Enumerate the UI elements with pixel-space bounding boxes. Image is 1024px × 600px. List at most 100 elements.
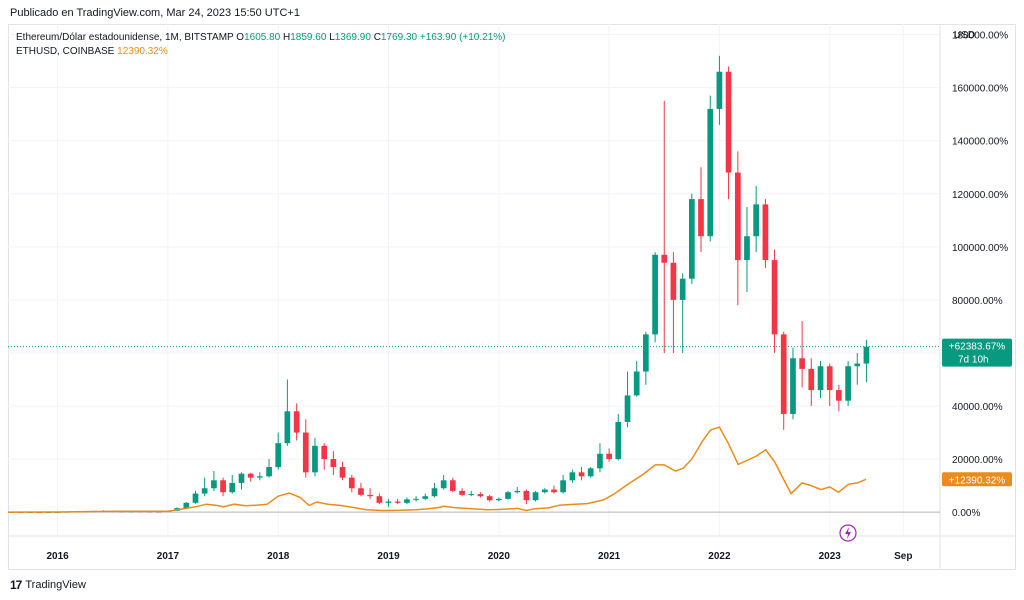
candle-body	[523, 490, 530, 501]
candle-body	[413, 498, 419, 500]
candle-body	[541, 489, 548, 493]
y-tick-label: 180000.00%	[952, 31, 1008, 42]
lightning-icon	[845, 527, 851, 539]
candle-body	[348, 477, 355, 489]
open-value: 1605.80	[244, 32, 281, 43]
main-series-legend: Ethereum/Dólar estadounidense, 1M, BITST…	[16, 31, 505, 45]
candle-body	[183, 502, 190, 509]
candle-body	[560, 480, 566, 493]
candle-body	[753, 204, 759, 237]
chart-frame[interactable]	[8, 24, 1016, 570]
high-label: H	[283, 32, 291, 43]
compare-price-label: +12390.32%	[949, 475, 1006, 486]
candle-body	[569, 472, 576, 481]
candle-body	[247, 473, 254, 478]
candle-body	[790, 358, 796, 414]
compare-series-legend: ETHUSD, COINBASE 12390.32%	[16, 45, 505, 59]
candle-body	[330, 459, 337, 468]
x-tick-label: Sep	[894, 551, 912, 562]
candle-body	[385, 501, 392, 503]
candle-body	[468, 494, 475, 496]
candle-body	[312, 445, 318, 473]
candle-body	[771, 260, 778, 335]
candle-body	[624, 395, 631, 422]
y-tick-label: 40000.00%	[952, 402, 1003, 413]
high-value: 1859.60	[290, 32, 327, 43]
candle-body	[514, 490, 521, 493]
x-tick-label: 2021	[598, 551, 621, 562]
compare-series-line	[7, 426, 867, 513]
candle-body	[256, 476, 263, 478]
candle-body	[284, 411, 291, 444]
x-tick-label: 2022	[708, 551, 731, 562]
candle-body	[799, 358, 805, 369]
candle-body	[826, 366, 833, 391]
candle-body	[440, 480, 447, 489]
close-value: 1769.30	[380, 32, 418, 43]
y-tick-label: 20000.00%	[952, 455, 1003, 466]
candle-body	[293, 411, 300, 433]
candle-body	[229, 482, 236, 493]
open-label: O	[236, 32, 245, 43]
candle-body	[725, 71, 732, 173]
candle-body	[302, 432, 309, 473]
candle-body	[744, 236, 750, 261]
candle-body	[615, 421, 622, 460]
y-tick-label: 0.00%	[952, 508, 980, 519]
candle-body	[642, 334, 649, 372]
candle-body	[716, 71, 723, 109]
candle-body	[321, 445, 328, 460]
symbol-description: Ethereum/Dólar estadounidense, 1M, BITST…	[16, 32, 234, 43]
x-tick-label: 2020	[488, 551, 511, 562]
candle-body	[808, 368, 815, 391]
close-label: C	[373, 32, 381, 43]
candle-body	[670, 262, 677, 300]
y-tick-label: 100000.00%	[952, 243, 1008, 254]
candle-body	[606, 453, 612, 460]
x-tick-label: 2016	[47, 551, 70, 562]
candle-body	[845, 366, 851, 401]
y-tick-label: 80000.00%	[952, 296, 1003, 307]
y-tick-label: 120000.00%	[952, 190, 1008, 201]
candle-body	[275, 443, 282, 468]
candle-body	[376, 496, 383, 503]
tradingview-logo-icon: 17	[10, 578, 22, 592]
candle-body	[431, 488, 438, 497]
candle-body	[477, 494, 484, 497]
x-tick-label: 2023	[819, 551, 842, 562]
x-tick-label: 2019	[377, 551, 400, 562]
candle-body	[404, 499, 410, 503]
candle-body	[339, 467, 346, 478]
currency-label: USD	[954, 30, 975, 41]
candle-body	[661, 254, 668, 263]
candle-body	[578, 472, 585, 477]
published-label: Publicado en TradingView.com, Mar 24, 20…	[10, 7, 300, 19]
candle-body	[238, 473, 245, 483]
candle-body	[679, 278, 686, 300]
tradingview-logo[interactable]: 17 TradingView	[10, 578, 86, 592]
candle-body	[633, 371, 640, 396]
y-tick-label: 160000.00%	[952, 84, 1008, 95]
candle-body	[449, 480, 456, 491]
candle-body	[863, 346, 870, 364]
candle-body	[762, 204, 769, 261]
candle-body	[688, 199, 695, 279]
candle-body	[836, 390, 842, 401]
candle-body	[734, 172, 741, 261]
candle-body	[459, 490, 465, 495]
low-value: 1369.90	[334, 32, 371, 43]
candle-body	[652, 254, 658, 335]
compare-badge	[942, 472, 1012, 487]
last-price-badge	[942, 338, 1012, 367]
header-bar: Publicado en TradingView.com, Mar 24, 20…	[0, 0, 1024, 24]
candle-body	[698, 199, 704, 237]
candle-body	[211, 480, 217, 489]
candle-body	[505, 492, 511, 499]
candle-body	[532, 492, 539, 501]
candle-body	[201, 488, 208, 494]
candle-body	[587, 468, 594, 477]
candle-body	[486, 496, 493, 501]
candle-body	[394, 501, 401, 503]
candle-body	[367, 494, 373, 497]
